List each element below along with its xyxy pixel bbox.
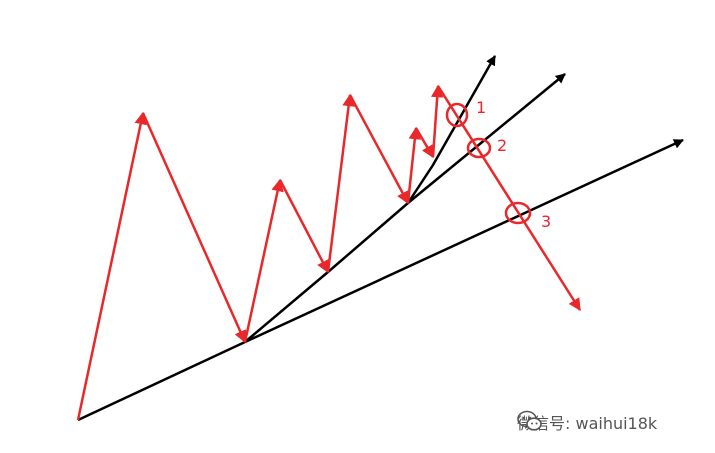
trendline-3 — [406, 55, 497, 204]
swing-up-3 — [326, 93, 355, 273]
break-circle-1 — [445, 102, 469, 128]
wechat-icon — [517, 410, 542, 431]
label-1: 1 — [476, 98, 486, 117]
trendlines — [77, 55, 684, 422]
trendline-1 — [77, 138, 684, 422]
break-circles — [445, 102, 532, 225]
watermark-text: 微信号: waihui18k — [517, 414, 658, 433]
watermark: 微信号: waihui18k — [517, 410, 657, 434]
swing-up-2 — [243, 178, 284, 343]
break-circle-3 — [504, 201, 532, 225]
swing-up-4 — [406, 126, 422, 204]
swing-down-3 — [348, 94, 410, 205]
label-2: 2 — [497, 136, 507, 155]
swing-down-2 — [278, 179, 330, 274]
swing-down-4 — [414, 127, 435, 159]
swing-up-1 — [76, 111, 147, 421]
trendline-2 — [244, 73, 566, 343]
swing-up-5 — [430, 84, 444, 158]
swing-down-1 — [141, 112, 247, 344]
break-circle-2 — [466, 137, 492, 159]
label-3: 3 — [541, 212, 551, 231]
